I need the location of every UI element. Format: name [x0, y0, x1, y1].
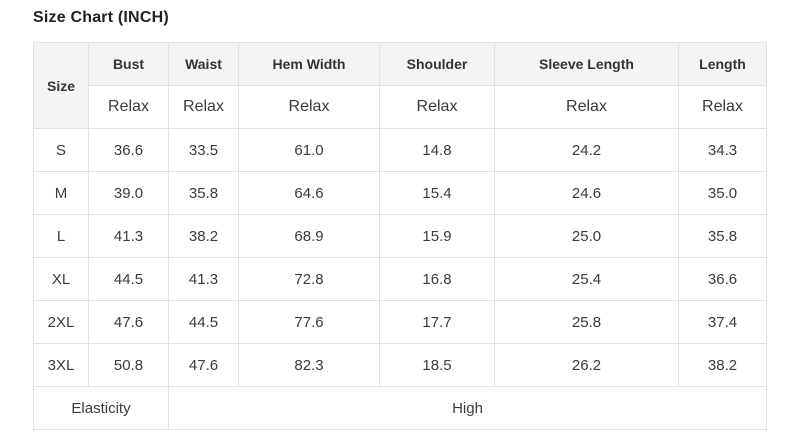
measurement-cell-waist: 44.5: [168, 300, 239, 344]
measurement-cell-hem-width: 77.6: [238, 300, 380, 344]
column-header-sleeve-length: Sleeve Length: [494, 42, 679, 86]
measurement-cell-hem-width: 72.8: [238, 257, 380, 301]
fit-cell-waist: Relax: [168, 85, 239, 129]
measurement-cell-shoulder: 15.4: [379, 171, 495, 215]
measurement-cell-shoulder: 14.8: [379, 128, 495, 172]
measurement-cell-bust: 36.6: [88, 128, 169, 172]
measurement-cell-hem-width: 61.0: [238, 128, 380, 172]
fit-cell-hem-width: Relax: [238, 85, 380, 129]
measurement-cell-waist: 38.2: [168, 214, 239, 258]
measurement-cell-length: 37.4: [678, 300, 767, 344]
size-cell: M: [33, 171, 89, 215]
column-header-bust: Bust: [88, 42, 169, 86]
measurement-cell-waist: 41.3: [168, 257, 239, 301]
column-header-length: Length: [678, 42, 767, 86]
column-header-shoulder: Shoulder: [379, 42, 495, 86]
column-header-size: Size: [33, 42, 89, 129]
header-row: Size Bust Waist Hem Width Shoulder Sleev…: [33, 42, 767, 129]
measurement-cell-hem-width: 68.9: [238, 214, 380, 258]
table-row-s: S 36.6 33.5 61.0 14.8 24.2 34.3: [33, 128, 767, 172]
measurement-cell-length: 35.0: [678, 171, 767, 215]
measurement-cell-shoulder: 15.9: [379, 214, 495, 258]
size-cell: XL: [33, 257, 89, 301]
measurement-cell-bust: 47.6: [88, 300, 169, 344]
table-row-2xl: 2XL 47.6 44.5 77.6 17.7 25.8 37.4: [33, 300, 767, 344]
table-row-l: L 41.3 38.2 68.9 15.9 25.0 35.8: [33, 214, 767, 258]
elasticity-value: High: [168, 386, 767, 430]
table-row-m: M 39.0 35.8 64.6 15.4 24.6 35.0: [33, 171, 767, 215]
fit-cell-length: Relax: [678, 85, 767, 129]
size-cell: 2XL: [33, 300, 89, 344]
measurement-cell-bust: 41.3: [88, 214, 169, 258]
measurement-cell-bust: 44.5: [88, 257, 169, 301]
fit-cell-bust: Relax: [88, 85, 169, 129]
size-chart-table: Size Bust Waist Hem Width Shoulder Sleev…: [33, 42, 767, 430]
measurement-cell-shoulder: 17.7: [379, 300, 495, 344]
table-row-xl: XL 44.5 41.3 72.8 16.8 25.4 36.6: [33, 257, 767, 301]
measurement-cell-length: 34.3: [678, 128, 767, 172]
page-title: Size Chart (INCH): [33, 9, 169, 26]
measurement-cell-hem-width: 82.3: [238, 343, 380, 387]
measurement-cell-sleeve-length: 26.2: [494, 343, 679, 387]
measurement-cell-shoulder: 18.5: [379, 343, 495, 387]
measurement-cell-length: 38.2: [678, 343, 767, 387]
column-header-waist: Waist: [168, 42, 239, 86]
measurement-cell-sleeve-length: 25.4: [494, 257, 679, 301]
measurement-cell-sleeve-length: 24.2: [494, 128, 679, 172]
measurement-cell-length: 36.6: [678, 257, 767, 301]
elasticity-label: Elasticity: [33, 386, 169, 430]
size-cell: L: [33, 214, 89, 258]
measurement-cell-bust: 50.8: [88, 343, 169, 387]
measurement-cell-waist: 33.5: [168, 128, 239, 172]
size-cell: 3XL: [33, 343, 89, 387]
measurement-cell-length: 35.8: [678, 214, 767, 258]
measurement-cell-shoulder: 16.8: [379, 257, 495, 301]
measurement-cell-waist: 47.6: [168, 343, 239, 387]
measurement-cell-sleeve-length: 25.8: [494, 300, 679, 344]
elasticity-row: Elasticity High: [33, 386, 767, 430]
fit-cell-sleeve-length: Relax: [494, 85, 679, 129]
measurement-cell-sleeve-length: 25.0: [494, 214, 679, 258]
measurement-cell-sleeve-length: 24.6: [494, 171, 679, 215]
fit-row: Relax Relax Relax Relax Relax Relax: [34, 85, 767, 129]
table-row-3xl: 3XL 50.8 47.6 82.3 18.5 26.2 38.2: [33, 343, 767, 387]
measurement-cell-hem-width: 64.6: [238, 171, 380, 215]
column-header-hem-width: Hem Width: [238, 42, 380, 86]
measurement-cell-bust: 39.0: [88, 171, 169, 215]
size-cell: S: [33, 128, 89, 172]
fit-cell-shoulder: Relax: [379, 85, 495, 129]
measurement-cell-waist: 35.8: [168, 171, 239, 215]
